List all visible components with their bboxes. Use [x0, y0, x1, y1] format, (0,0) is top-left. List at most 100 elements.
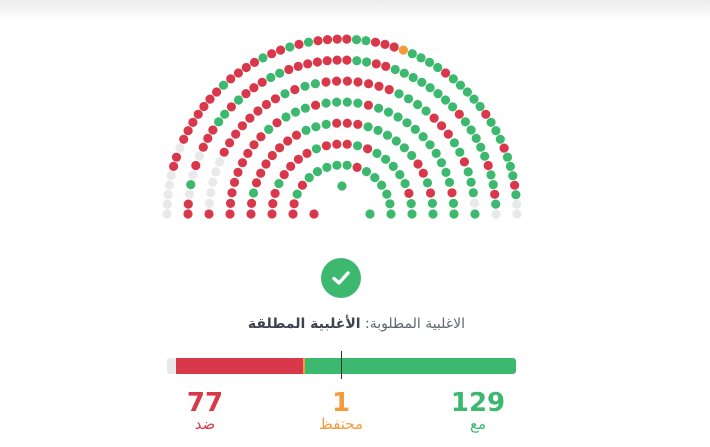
seat-for	[352, 56, 362, 66]
seat-for	[407, 209, 417, 219]
seat-for	[440, 95, 451, 105]
seat-for	[365, 209, 375, 219]
seat-against	[332, 76, 342, 86]
majority-threshold-marker	[341, 351, 342, 379]
seat-against	[342, 139, 352, 149]
seat-for	[460, 117, 470, 127]
seat-for	[292, 189, 302, 199]
seat-for	[332, 97, 342, 107]
seat-against	[370, 37, 381, 47]
seat-against	[225, 198, 236, 208]
seat-against	[231, 129, 241, 139]
seat-against	[342, 34, 352, 44]
seat-against	[418, 168, 428, 178]
seat-against	[293, 154, 303, 164]
seat-against	[257, 77, 267, 87]
seat-absent	[175, 143, 185, 153]
for-label: مع	[469, 415, 487, 433]
seat-against	[353, 119, 363, 129]
seat-for	[402, 118, 412, 128]
seat-against	[268, 199, 278, 209]
seat-against	[364, 79, 374, 89]
vote-bar-absent	[167, 358, 177, 374]
seat-against	[249, 140, 259, 150]
seat-for	[377, 180, 387, 190]
seat-for	[342, 97, 352, 107]
seat-for	[258, 53, 268, 63]
seat-for	[370, 173, 380, 183]
seat-for	[382, 130, 393, 140]
seat-for	[508, 171, 518, 181]
seat-against	[276, 45, 286, 55]
seat-against	[294, 39, 304, 50]
seat-against	[279, 170, 289, 180]
seat-absent	[211, 167, 221, 177]
seat-abstain	[398, 45, 408, 55]
seat-against	[193, 109, 203, 119]
seat-for	[374, 103, 384, 113]
seat-against	[212, 87, 222, 97]
seat-for	[274, 179, 284, 189]
seat-against	[332, 55, 342, 65]
seat-absent	[470, 198, 480, 208]
seat-against	[322, 35, 333, 45]
seat-against	[249, 57, 260, 67]
seat-absent	[512, 199, 522, 209]
seat-for	[421, 106, 431, 116]
seat-for	[449, 209, 459, 219]
seat-against	[443, 129, 453, 139]
seat-against	[332, 139, 342, 149]
seat-against	[229, 177, 240, 187]
seat-for	[337, 181, 347, 191]
seat-against	[311, 100, 321, 110]
for-count: 129	[450, 388, 506, 418]
seat-for	[424, 57, 435, 67]
seat-for	[469, 94, 479, 104]
seat-for	[406, 199, 416, 209]
seat-for	[448, 198, 459, 208]
seat-for	[399, 143, 409, 153]
seat-for	[300, 81, 310, 91]
seat-against	[290, 85, 300, 95]
seat-against	[191, 160, 201, 171]
seat-for	[342, 160, 352, 170]
seat-for	[444, 177, 455, 187]
seat-against	[169, 161, 179, 171]
seat-against	[246, 209, 256, 219]
seat-against	[381, 61, 391, 71]
seat-for	[391, 136, 401, 146]
seat-for	[491, 126, 501, 136]
seat-for	[381, 154, 391, 164]
seat-against	[247, 198, 257, 208]
seat-against	[288, 209, 298, 219]
seat-against	[227, 188, 237, 198]
seat-against	[429, 113, 439, 123]
seat-against	[275, 143, 285, 153]
seat-against	[363, 144, 373, 154]
seat-against	[481, 109, 491, 119]
seat-for	[220, 109, 230, 119]
seat-against	[267, 209, 277, 219]
seat-for	[311, 122, 321, 132]
seat-absent	[206, 188, 216, 198]
seat-against	[226, 102, 236, 112]
seat-against	[198, 142, 208, 152]
seat-for	[471, 133, 481, 143]
seat-absent	[166, 171, 176, 181]
seat-against	[203, 133, 213, 143]
seat-for	[382, 189, 392, 199]
seat-against	[183, 209, 193, 219]
seat-against	[342, 55, 352, 65]
seat-for	[385, 199, 395, 209]
seat-for	[468, 188, 478, 198]
seat-against	[270, 188, 280, 198]
seat-for	[480, 151, 490, 161]
seat-for	[301, 125, 311, 135]
seat-for	[486, 170, 496, 180]
seat-for	[449, 138, 459, 148]
seat-against	[267, 150, 277, 161]
seat-for	[214, 117, 224, 127]
seat-for	[418, 132, 428, 142]
seat-against	[342, 118, 352, 128]
seat-against	[233, 167, 243, 177]
